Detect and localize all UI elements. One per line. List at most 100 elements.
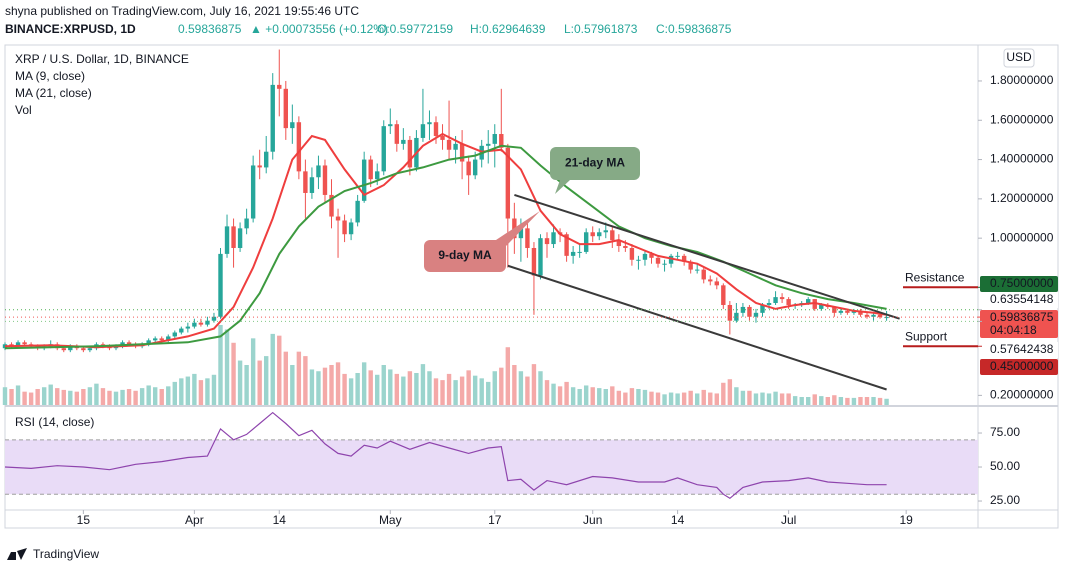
logo-mark	[7, 548, 27, 560]
price-label: 0.59836875	[990, 310, 1054, 324]
candle-body	[760, 304, 765, 313]
candle-body	[466, 161, 471, 176]
candle-body	[250, 165, 256, 219]
low: L:0.57961873	[564, 22, 638, 36]
candle-body	[185, 326, 191, 329]
volume-bar	[348, 378, 354, 405]
volume-bar	[701, 389, 706, 405]
candle-body	[192, 322, 197, 327]
close: C:0.59836875	[656, 22, 732, 36]
candle-body	[753, 312, 759, 317]
rsi-tick-label: 75.00	[990, 425, 1020, 439]
price-label-box	[980, 292, 1058, 308]
volume-bar	[394, 373, 400, 405]
candle-body	[786, 299, 791, 305]
volume-bar	[459, 376, 465, 405]
candle-body	[329, 194, 334, 217]
candle-body	[721, 285, 726, 305]
volume-bar	[721, 382, 726, 405]
volume-bar	[139, 388, 145, 405]
x-tick-label: Apr	[185, 513, 204, 527]
volume-bar	[708, 392, 713, 405]
volume-bar	[792, 396, 798, 405]
volume-bar	[518, 371, 524, 405]
volume-bar	[479, 378, 484, 405]
volume-bar	[681, 392, 687, 405]
volume-bar	[87, 387, 93, 405]
volume-bar	[858, 397, 863, 405]
volume-bar	[825, 397, 831, 405]
volume-bar	[342, 373, 347, 405]
candle-body	[283, 88, 288, 129]
volume-bar	[727, 379, 733, 405]
volume-bar	[453, 380, 458, 405]
candle-body	[740, 306, 746, 313]
x-tick-label: 14	[273, 513, 287, 527]
candle-body	[22, 342, 27, 345]
volume-bar	[466, 370, 471, 405]
price-label-box	[980, 359, 1058, 375]
volume-bar	[179, 378, 184, 405]
currency[interactable]: USD	[1006, 50, 1032, 64]
volume-bar	[74, 391, 80, 405]
volume-bar	[198, 380, 204, 405]
volume-bar	[440, 380, 445, 405]
volume-bar	[159, 389, 164, 405]
volume-bar	[838, 397, 844, 405]
volume-bar	[695, 393, 700, 405]
volume-bar	[420, 364, 426, 405]
volume-bar	[113, 391, 119, 405]
volume-bar	[100, 388, 106, 405]
candle-body	[394, 124, 400, 144]
candle-body	[590, 232, 595, 237]
candle-body	[316, 165, 321, 178]
currency-button[interactable]	[1003, 48, 1035, 68]
footer-logo[interactable]: TradingView	[7, 547, 99, 561]
volume-bar	[309, 369, 315, 405]
candle-body	[636, 259, 641, 261]
price-label: 0.63554148	[990, 292, 1054, 306]
candle-body	[838, 310, 844, 313]
volume-bar	[538, 371, 543, 405]
candle-body	[427, 122, 432, 125]
x-tick-label: 14	[671, 513, 685, 527]
candle-body	[375, 171, 380, 180]
symbol-line: BINANCE:XRPUSD, 1D 0.59836875 ▲ +0.00073…	[5, 22, 732, 36]
volume-bar	[277, 335, 282, 405]
volume-bar	[2, 387, 8, 405]
candle-body	[290, 122, 295, 129]
volume-bar	[766, 393, 772, 405]
candle-body	[126, 342, 132, 345]
volume-bar	[296, 351, 302, 405]
volume-bar	[270, 333, 275, 405]
y-tick-label: 1.40000000	[990, 152, 1054, 166]
volume-bar	[316, 371, 321, 405]
candle-body	[342, 220, 347, 235]
volume-bar	[48, 384, 53, 405]
volume-bar	[642, 389, 648, 405]
price-label-box	[980, 310, 1058, 338]
candle-body	[597, 232, 602, 237]
volume-bar	[668, 392, 674, 405]
price-label: 0.75000000	[990, 276, 1054, 290]
candle-body	[655, 257, 661, 264]
candle-body	[322, 165, 328, 195]
volume-bar	[786, 393, 791, 405]
x-tick-label: May	[379, 513, 402, 527]
price-label-box	[980, 276, 1058, 292]
volume-bar	[41, 387, 47, 405]
volume-bar	[649, 391, 654, 405]
candle-body	[159, 338, 164, 341]
volume-bar	[864, 397, 870, 405]
volume-bar	[264, 356, 269, 405]
callout	[424, 240, 506, 272]
candle-body	[616, 240, 622, 247]
x-tick-label: 15	[77, 513, 91, 527]
volume-bar	[211, 374, 217, 405]
volume-bar	[414, 373, 419, 405]
candle-body	[361, 159, 367, 201]
moving-average	[4, 144, 887, 350]
callout-pointer	[555, 180, 570, 194]
y-tick-label: 1.60000000	[990, 112, 1054, 126]
